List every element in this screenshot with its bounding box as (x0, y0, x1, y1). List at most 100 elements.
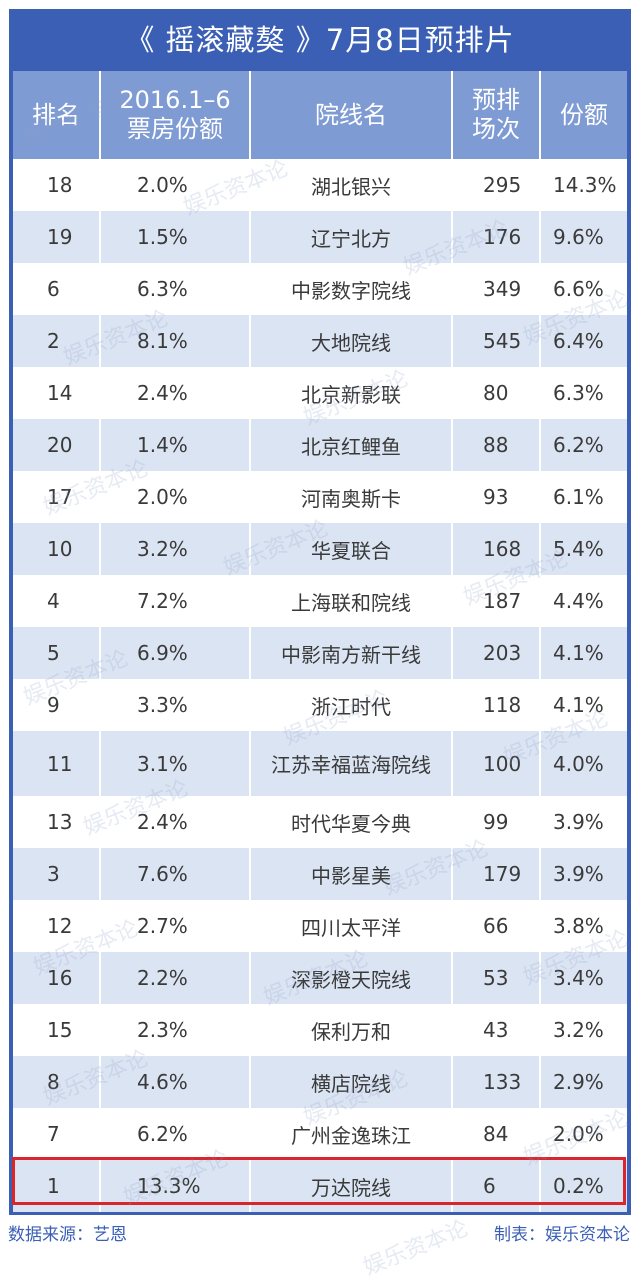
cell-screenings: 133 (453, 1056, 541, 1108)
cell-share-2016: 2.2% (101, 952, 251, 1004)
cell-rank: 6 (13, 263, 101, 315)
table-row: 7 6.2% 广州金逸珠江 84 2.0% (13, 1108, 627, 1160)
table-row: 4 7.2% 上海联和院线 187 4.4% (13, 575, 627, 627)
header-share-2016-line-2: 票房份额 (127, 115, 223, 143)
cell-screenings: 295 (453, 159, 541, 211)
cell-share: 14.3% (541, 159, 627, 211)
cell-chain-name: 保利万和 (251, 1004, 453, 1056)
cell-screenings: 43 (453, 1004, 541, 1056)
cell-rank: 20 (13, 419, 101, 471)
table-row: 16 2.2% 深影橙天院线 53 3.4% (13, 952, 627, 1004)
cell-share: 3.2% (541, 1004, 627, 1056)
header-rank: 排名 (13, 71, 101, 159)
cell-chain-name: 中影数字院线 (251, 263, 453, 315)
cell-screenings: 187 (453, 575, 541, 627)
cell-share: 2.0% (541, 1108, 627, 1160)
cell-chain-name: 横店院线 (251, 1056, 453, 1108)
cell-share: 2.9% (541, 1056, 627, 1108)
cell-rank: 16 (13, 952, 101, 1004)
cell-share-2016: 2.0% (101, 471, 251, 523)
cell-screenings: 545 (453, 315, 541, 367)
table-row: 6 6.3% 中影数字院线 349 6.6% (13, 263, 627, 315)
data-source: 数据来源：艺恩 (8, 1225, 127, 1245)
cell-chain-name: 华夏联合 (251, 523, 453, 575)
table-row: 1 13.3% 万达院线 6 0.2% (13, 1160, 627, 1212)
table-row: 17 2.0% 河南奥斯卡 93 6.1% (13, 471, 627, 523)
cell-rank: 2 (13, 315, 101, 367)
cell-screenings: 84 (453, 1108, 541, 1160)
cell-chain-name: 浙江时代 (251, 679, 453, 731)
table-row: 15 2.3% 保利万和 43 3.2% (13, 1004, 627, 1056)
cell-share-2016: 1.4% (101, 419, 251, 471)
header-screenings: 预排 场次 (453, 71, 541, 159)
table-row: 11 3.1% 江苏幸福蓝海院线 100 4.0% (13, 731, 627, 796)
cell-chain-name: 湖北银兴 (251, 159, 453, 211)
cell-rank: 8 (13, 1056, 101, 1108)
cell-rank: 14 (13, 367, 101, 419)
cell-rank: 18 (13, 159, 101, 211)
cell-share-2016: 2.4% (101, 367, 251, 419)
header-screenings-line-2: 场次 (472, 115, 520, 143)
cell-screenings: 118 (453, 679, 541, 731)
cell-chain-name: 辽宁北方 (251, 211, 453, 263)
cell-share-2016: 4.6% (101, 1056, 251, 1108)
cell-screenings: 176 (453, 211, 541, 263)
table-row: 12 2.7% 四川太平洋 66 3.8% (13, 900, 627, 952)
cell-share: 6.1% (541, 471, 627, 523)
cell-chain-name: 河南奥斯卡 (251, 471, 453, 523)
cell-share-2016: 3.1% (101, 731, 251, 796)
cell-chain-name: 上海联和院线 (251, 575, 453, 627)
table-row: 20 1.4% 北京红鲤鱼 88 6.2% (13, 419, 627, 471)
table-body: 18 2.0% 湖北银兴 295 14.3% 19 1.5% 辽宁北方 176 9.6% 6 6.3%… (13, 159, 627, 1212)
cell-screenings: 66 (453, 900, 541, 952)
cell-rank: 19 (13, 211, 101, 263)
cell-share: 0.2% (541, 1160, 627, 1212)
cell-rank: 12 (13, 900, 101, 952)
table-row: 10 3.2% 华夏联合 168 5.4% (13, 523, 627, 575)
cell-chain-name: 时代华夏今典 (251, 796, 453, 848)
cell-chain-name: 北京红鲤鱼 (251, 419, 453, 471)
cell-share: 4.1% (541, 679, 627, 731)
cell-chain-name: 中影星美 (251, 848, 453, 900)
cell-rank: 5 (13, 627, 101, 679)
cell-share-2016: 3.2% (101, 523, 251, 575)
cell-rank: 11 (13, 731, 101, 796)
cell-screenings: 203 (453, 627, 541, 679)
header-screenings-line-1: 预排 (472, 86, 520, 114)
cell-chain-name: 深影橙天院线 (251, 952, 453, 1004)
cell-screenings: 93 (453, 471, 541, 523)
cell-share-2016: 2.7% (101, 900, 251, 952)
header-share: 份额 (541, 71, 627, 159)
cell-screenings: 53 (453, 952, 541, 1004)
table-frame: 《 摇滚藏獒 》7月8日预排片 排名 2016.1–6 票房份额 院线名 预排 … (9, 9, 631, 1215)
cell-screenings: 6 (453, 1160, 541, 1212)
cell-rank: 15 (13, 1004, 101, 1056)
cell-chain-name: 江苏幸福蓝海院线 (251, 731, 453, 796)
cell-chain-name: 广州金逸珠江 (251, 1108, 453, 1160)
cell-share: 5.4% (541, 523, 627, 575)
data-table: 排名 2016.1–6 票房份额 院线名 预排 场次 份额 18 2.0% 湖北银兴… (13, 71, 627, 1212)
cell-share: 3.4% (541, 952, 627, 1004)
cell-rank: 10 (13, 523, 101, 575)
table-header: 排名 2016.1–6 票房份额 院线名 预排 场次 份额 (13, 71, 627, 159)
table-row: 3 7.6% 中影星美 179 3.9% (13, 848, 627, 900)
cell-share-2016: 2.3% (101, 1004, 251, 1056)
header-share-line-1: 份额 (560, 100, 608, 129)
table-row: 8 4.6% 横店院线 133 2.9% (13, 1056, 627, 1108)
table-row: 18 2.0% 湖北银兴 295 14.3% (13, 159, 627, 211)
cell-rank: 1 (13, 1160, 101, 1212)
cell-share-2016: 6.3% (101, 263, 251, 315)
table-row: 14 2.4% 北京新影联 80 6.3% (13, 367, 627, 419)
cell-screenings: 100 (453, 731, 541, 796)
table-row: 2 8.1% 大地院线 545 6.4% (13, 315, 627, 367)
cell-share-2016: 3.3% (101, 679, 251, 731)
cell-share: 9.6% (541, 211, 627, 263)
cell-share: 3.9% (541, 796, 627, 848)
cell-screenings: 179 (453, 848, 541, 900)
cell-share: 6.4% (541, 315, 627, 367)
cell-screenings: 99 (453, 796, 541, 848)
cell-share-2016: 6.2% (101, 1108, 251, 1160)
cell-rank: 17 (13, 471, 101, 523)
cell-share-2016: 6.9% (101, 627, 251, 679)
footer: 数据来源：艺恩 制表：娱乐资本论 (0, 1218, 640, 1248)
